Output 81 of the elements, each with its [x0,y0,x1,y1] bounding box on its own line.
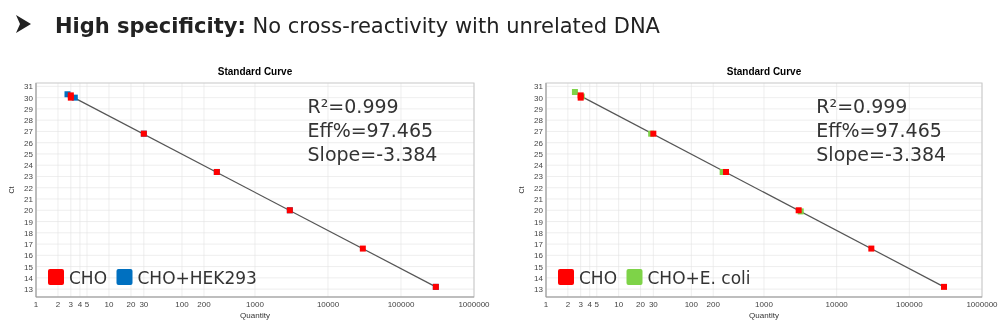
x-tick-label: 10 [104,300,114,309]
y-tick-label: 15 [24,262,34,272]
y-tick-label: 31 [534,82,544,92]
x-tick-label: 100 [684,300,699,309]
y-tick-label: 14 [24,273,34,283]
y-tick-label: 26 [534,138,544,148]
y-tick-label: 20 [534,206,544,216]
x-tick-label: 1000000 [458,300,491,309]
y-tick-label: 16 [24,251,34,261]
x-tick-label: 200 [197,300,212,309]
y-tick-label: 29 [24,104,34,114]
y-tick-label: 31 [24,82,34,92]
y-tick-label: 25 [24,149,34,159]
y-tick-label: 28 [24,116,34,126]
y-tick-label: 17 [24,240,34,250]
legend-label: CHO [579,267,618,288]
y-tick-label: 14 [534,273,544,283]
y-tick-label: 30 [24,93,34,103]
x-tick-label: 3 [578,300,584,309]
annotation: Eff%=97.465 [307,119,434,141]
y-tick-label: 26 [24,138,34,148]
y-tick-label: 22 [534,183,544,193]
x-tick-label: 20 [636,300,646,309]
x-tick-label: 100 [175,300,190,309]
y-tick-label: 16 [534,251,544,261]
x-tick-label: 2 [565,300,571,309]
x-tick-label: 5 [84,300,90,309]
x-tick-label: 30 [139,300,149,309]
annotation: Eff%=97.465 [816,119,942,141]
x-tick-label: 10 [614,300,624,309]
y-tick-label: 18 [534,228,544,238]
y-tick-label: 28 [534,116,544,126]
chart-title: Standard Curve [726,66,802,77]
y-tick-label: 21 [24,195,34,205]
x-tick-label: 1000 [755,300,774,309]
y-tick-label: 15 [534,262,544,272]
x-axis-title: Quantity [240,311,270,320]
y-tick-label: 13 [24,285,34,295]
y-tick-label: 18 [24,228,34,238]
y-tick-label: 29 [534,104,544,114]
x-tick-label: 1 [543,300,549,309]
x-tick-label: 4 [77,300,83,309]
y-tick-label: 13 [534,285,544,295]
y-tick-label: 17 [534,240,544,250]
x-tick-label: 10000 [825,300,849,309]
legend-label: CHO+HEK293 [137,267,257,288]
annotation: R²=0.999 [307,95,399,117]
annotation: Slope=-3.384 [307,143,438,165]
x-tick-label: 1 [33,300,39,309]
annotation: Slope=-3.384 [816,143,947,165]
y-tick-label: 22 [24,183,34,193]
y-tick-label: 23 [24,172,34,182]
y-tick-label: 19 [24,217,34,227]
y-tick-label: 24 [24,161,34,171]
y-tick-label: 21 [534,195,544,205]
x-tick-label: 100000 [387,300,415,309]
y-tick-label: 19 [534,217,544,227]
y-tick-label: 30 [534,93,544,103]
x-tick-label: 100000 [895,300,924,309]
x-tick-label: 30 [648,300,659,309]
annotation: R²=0.999 [816,95,908,117]
y-tick-label: 24 [534,161,544,171]
x-tick-label: 20 [126,300,136,309]
y-tick-label: 27 [24,127,34,137]
x-tick-label: 5 [594,300,600,309]
x-axis-title: Quantity [749,311,779,320]
x-tick-label: 200 [706,300,721,309]
x-tick-label: 2 [55,300,61,309]
x-tick-label: 3 [68,300,74,309]
y-tick-label: 25 [534,149,544,159]
y-tick-label: 20 [24,206,34,216]
y-tick-label: 23 [534,172,544,182]
y-tick-label: 27 [534,127,544,137]
chart-title: Standard Curve [217,66,293,77]
legend-label: CHO [69,267,108,288]
x-tick-label: 10000 [316,300,340,309]
legend-label: CHO+E. coli [647,267,751,288]
x-tick-label: 1000000 [966,300,999,309]
x-tick-label: 1000 [246,300,265,309]
text: High specificity: No cross-reactivity with unrelated DNA [55,14,661,38]
x-tick-label: 4 [587,300,593,309]
